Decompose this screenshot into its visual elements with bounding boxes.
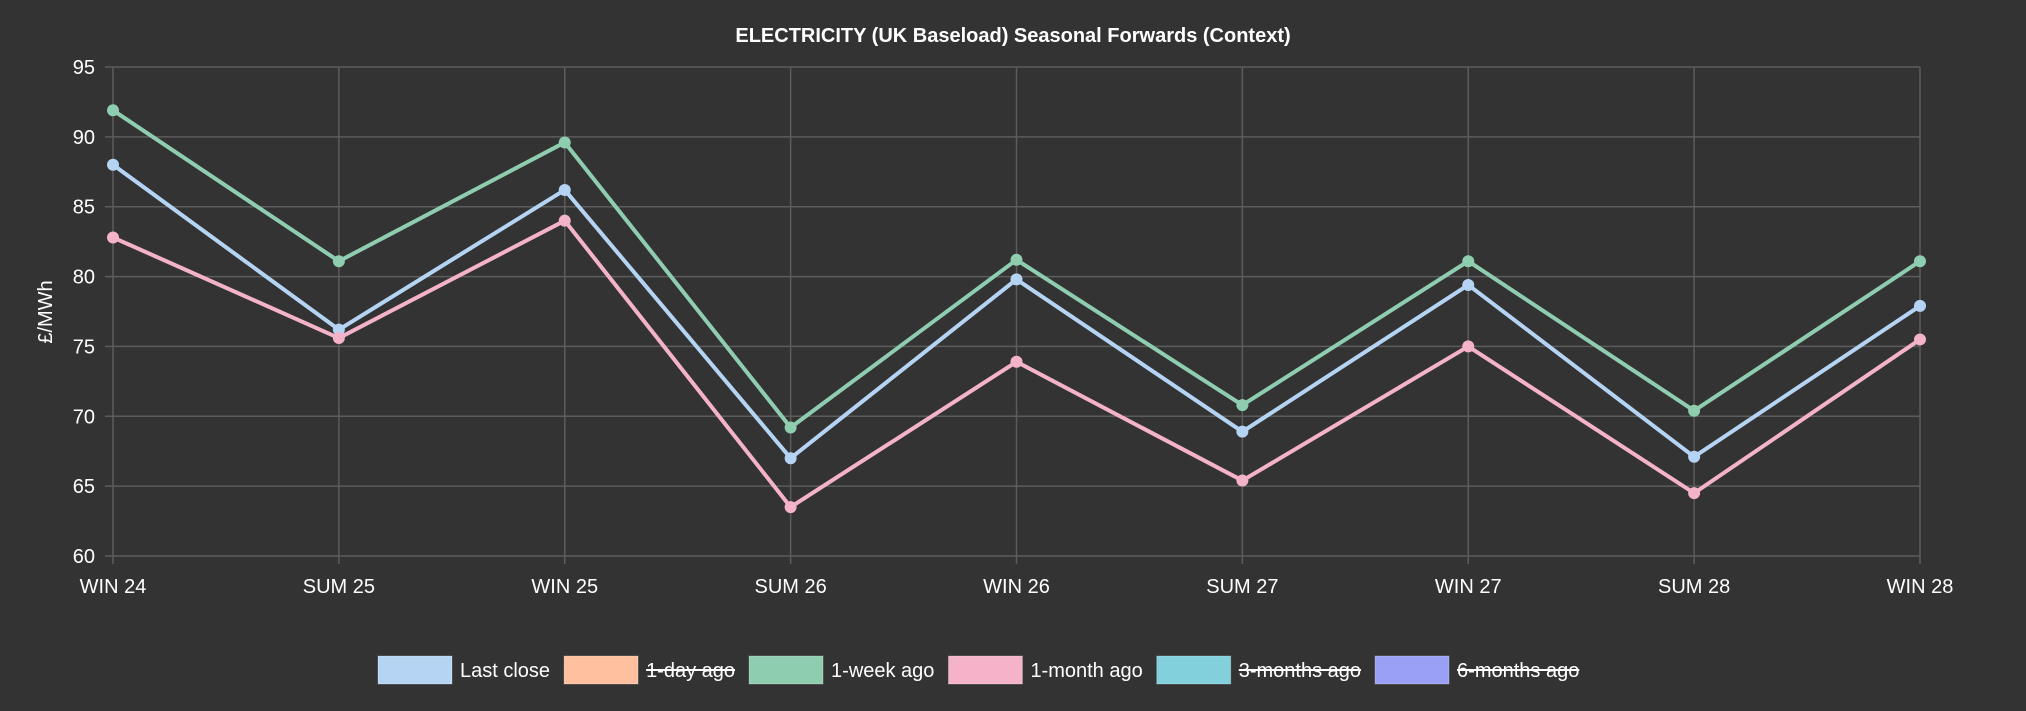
legend-item-1-week-ago[interactable]: 1-week ago bbox=[748, 655, 934, 685]
data-point[interactable] bbox=[1688, 487, 1701, 500]
x-tick-label: SUM 27 bbox=[1206, 576, 1278, 598]
y-axis-ticks: 95 90 85 80 75 70 65 60 bbox=[73, 57, 95, 568]
x-tick-label: SUM 28 bbox=[1658, 576, 1730, 598]
x-tick-label: SUM 26 bbox=[755, 576, 827, 598]
data-point[interactable] bbox=[1462, 340, 1475, 353]
x-tick-label: WIN 24 bbox=[80, 576, 147, 598]
data-point[interactable] bbox=[1010, 273, 1023, 286]
data-point[interactable] bbox=[1462, 278, 1475, 291]
data-point[interactable] bbox=[558, 183, 571, 196]
data-point[interactable] bbox=[332, 255, 345, 268]
y-tick-label: 80 bbox=[73, 267, 95, 289]
x-tick-label: WIN 28 bbox=[1887, 576, 1954, 598]
legend-swatch bbox=[1156, 655, 1232, 685]
data-point[interactable] bbox=[784, 421, 797, 434]
legend-swatch bbox=[748, 655, 824, 685]
data-point[interactable] bbox=[1010, 355, 1023, 368]
y-tick-label: 60 bbox=[73, 546, 95, 568]
legend-item-6-months-ago[interactable]: 6-months ago bbox=[1374, 655, 1580, 685]
data-point[interactable] bbox=[107, 104, 119, 117]
data-point[interactable] bbox=[784, 501, 797, 514]
legend-swatch bbox=[947, 655, 1023, 685]
legend-swatch bbox=[563, 655, 639, 685]
data-point[interactable] bbox=[1914, 299, 1926, 312]
chart-title: ELECTRICITY (UK Baseload) Seasonal Forwa… bbox=[735, 25, 1290, 47]
y-tick-label: 70 bbox=[73, 406, 95, 428]
data-point[interactable] bbox=[1010, 253, 1023, 266]
legend-label: Last close bbox=[460, 660, 550, 682]
series-1-week-ago bbox=[107, 104, 1926, 434]
y-tick-label: 75 bbox=[73, 336, 95, 358]
data-point[interactable] bbox=[1688, 404, 1701, 417]
grid-lines bbox=[105, 66, 1921, 564]
x-tick-label: WIN 26 bbox=[983, 576, 1050, 598]
data-point[interactable] bbox=[1236, 399, 1249, 412]
y-axis-label: £/MWh bbox=[35, 280, 57, 343]
data-point[interactable] bbox=[332, 323, 345, 336]
series-lines bbox=[107, 104, 1926, 514]
data-point[interactable] bbox=[1236, 425, 1249, 438]
data-point[interactable] bbox=[1462, 255, 1475, 268]
legend[interactable]: Last close 1-day ago 1-week ago 1-month ago… bbox=[377, 655, 1580, 685]
y-tick-label: 85 bbox=[73, 197, 95, 219]
data-point[interactable] bbox=[107, 231, 119, 244]
x-tick-label: WIN 25 bbox=[531, 576, 598, 598]
x-tick-label: WIN 27 bbox=[1435, 576, 1502, 598]
data-point[interactable] bbox=[107, 158, 119, 171]
legend-label: 1-week ago bbox=[831, 660, 934, 682]
legend-label: 1-month ago bbox=[1030, 660, 1142, 682]
legend-item-last-close[interactable]: Last close bbox=[377, 655, 550, 685]
legend-swatch bbox=[1374, 655, 1450, 685]
data-point[interactable] bbox=[1914, 255, 1926, 268]
data-point[interactable] bbox=[558, 214, 571, 227]
y-tick-label: 65 bbox=[73, 476, 95, 498]
legend-swatch bbox=[377, 655, 453, 685]
series-last-close bbox=[107, 158, 1926, 465]
y-tick-label: 90 bbox=[73, 127, 95, 149]
y-tick-label: 95 bbox=[73, 57, 95, 79]
data-point[interactable] bbox=[332, 332, 345, 345]
data-point[interactable] bbox=[1688, 450, 1701, 463]
data-point[interactable] bbox=[558, 136, 571, 149]
data-point[interactable] bbox=[1914, 333, 1926, 346]
data-point[interactable] bbox=[784, 452, 797, 465]
legend-item-1-day-ago[interactable]: 1-day ago bbox=[563, 655, 736, 685]
x-tick-label: SUM 25 bbox=[303, 576, 375, 598]
legend-item-3-months-ago[interactable]: 3-months ago bbox=[1156, 655, 1362, 685]
x-axis-ticks: WIN 24 SUM 25 WIN 25 SUM 26 WIN 26 SUM 27 WIN … bbox=[80, 576, 1954, 598]
legend-item-1-month-ago[interactable]: 1-month ago bbox=[947, 655, 1143, 685]
data-point[interactable] bbox=[1236, 474, 1249, 487]
series-1-month-ago bbox=[107, 214, 1926, 514]
